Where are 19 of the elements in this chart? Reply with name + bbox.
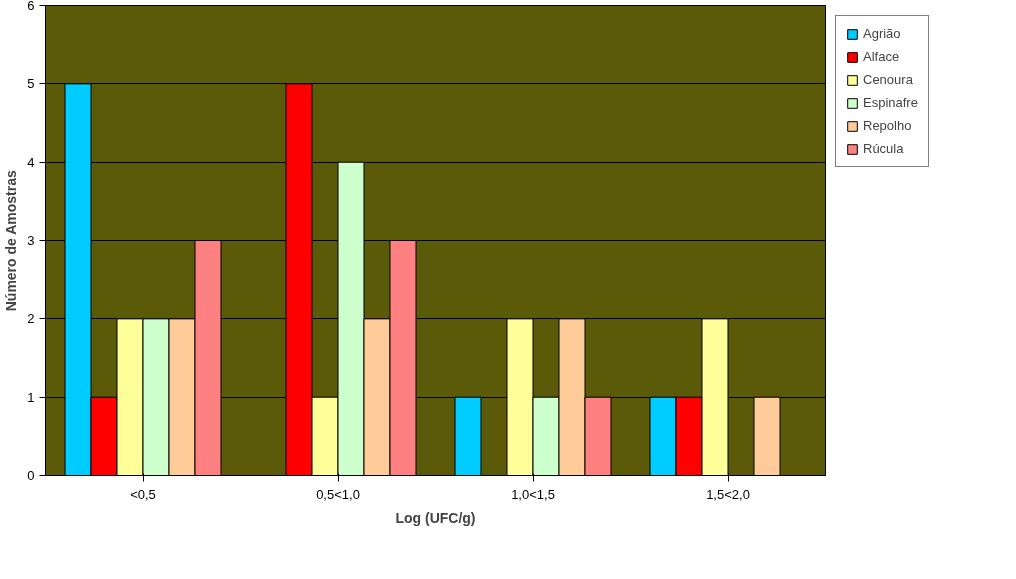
- legend-label: Alface: [863, 49, 900, 64]
- x-tick-label: 0,5<1,0: [316, 486, 360, 502]
- legend-label: Cenoura: [863, 72, 913, 87]
- x-tick-label: <0,5: [130, 486, 156, 502]
- y-tick-label: 1: [27, 389, 35, 405]
- y-tick-label: 2: [27, 311, 35, 327]
- legend-label: Rúcula: [863, 141, 904, 156]
- legend-label: Agrião: [863, 26, 901, 41]
- x-tick-label: 1,5<2,0: [706, 486, 750, 502]
- y-tick-label: 6: [27, 0, 35, 13]
- x-axis-title: Log (UFC/g): [395, 509, 476, 526]
- y-tick-label: 3: [27, 233, 35, 248]
- y-tick-label: 5: [27, 76, 35, 92]
- y-tick-label: 0: [27, 468, 35, 483]
- y-axis-title: Número de Amostras: [3, 170, 20, 312]
- y-tick-label: 4: [27, 154, 35, 170]
- legend-label: Espinafre: [863, 95, 918, 110]
- legend-label: Repolho: [863, 118, 912, 133]
- x-tick-label: 1,0<1,5: [511, 486, 555, 502]
